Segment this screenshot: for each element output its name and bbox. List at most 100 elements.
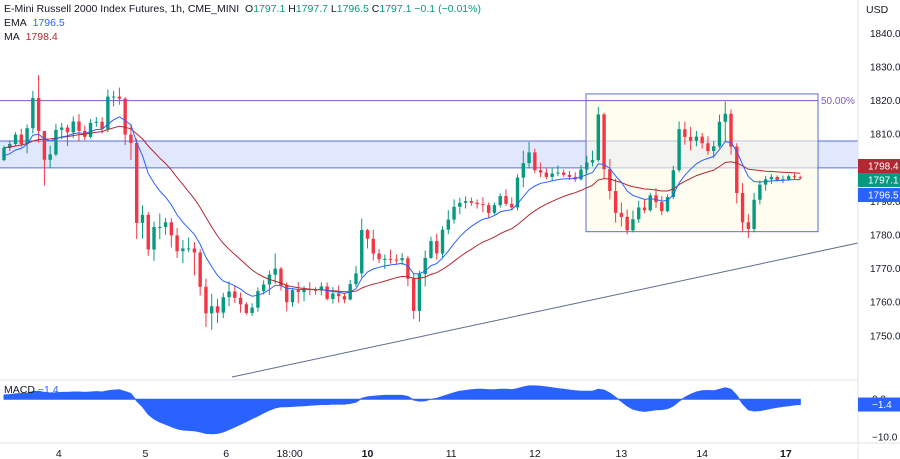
candle-body — [533, 152, 537, 171]
candle-body — [660, 202, 664, 212]
high-value: 1797.7 — [295, 3, 328, 15]
ma-label: MA — [4, 31, 20, 43]
trendline — [231, 242, 859, 378]
candle-body — [394, 259, 399, 261]
candle-body — [712, 146, 716, 152]
candle-body — [238, 297, 243, 305]
candle-body — [65, 127, 70, 133]
candle-body — [13, 134, 18, 144]
candle-body — [342, 296, 347, 300]
candle-body — [735, 146, 739, 194]
fibonacci-box — [585, 93, 819, 233]
macd-axis: 0.0−10.0−1.4 — [858, 395, 900, 444]
candle-body — [100, 121, 104, 129]
candle-body — [400, 258, 404, 261]
candle-body — [261, 284, 266, 292]
candle-body — [192, 248, 197, 253]
candle-body — [481, 204, 485, 206]
fib-box-rect — [585, 93, 819, 233]
price-tick-label: 1810.00 — [870, 130, 900, 141]
candle-body — [510, 203, 514, 208]
low-value: 1796.5 — [336, 3, 369, 15]
legend-ema-row[interactable]: EMA 1796.5 — [4, 16, 481, 30]
candle-body — [60, 127, 64, 130]
candle-body — [723, 113, 727, 122]
candle-body — [654, 195, 658, 203]
macd-label: MACD — [4, 384, 35, 396]
price-tick-label: 1770.00 — [870, 264, 900, 275]
candle-body — [360, 230, 364, 274]
candle-body — [758, 184, 762, 200]
candle-body — [129, 134, 133, 143]
candle-body — [227, 291, 231, 298]
candle-body — [608, 169, 612, 192]
candle-body — [146, 214, 150, 250]
close-label: C — [371, 3, 380, 15]
time-tick-label: 10 — [362, 448, 374, 459]
price-label-ema: 1796.5 — [868, 191, 899, 202]
candle-body — [302, 289, 306, 293]
price-tick-label: 1830.00 — [870, 63, 900, 74]
candle-body — [181, 248, 185, 252]
change-value: −0.1 (−0.01%) — [414, 3, 481, 15]
price-axis[interactable]: 1840.001830.001820.001810.001800.001790.… — [857, 0, 900, 459]
candle-body — [665, 197, 670, 212]
candle-body — [538, 170, 543, 173]
macd-last-label: −1.4 — [872, 400, 892, 411]
candle-body — [54, 129, 58, 155]
time-tick-label: 5 — [142, 448, 148, 459]
time-tick-label: 17 — [780, 448, 792, 459]
candle-body — [71, 121, 75, 133]
currency-label: USD — [866, 4, 889, 16]
candle-body — [221, 297, 225, 313]
price-label-last: 1797.1 — [868, 176, 899, 187]
candle-body — [544, 172, 549, 177]
candle-body — [527, 152, 531, 164]
candle-body — [250, 307, 254, 313]
candle-body — [671, 170, 676, 198]
candle-body — [677, 129, 681, 171]
time-tick-label: 14 — [696, 448, 708, 459]
price-tick-label: 1820.00 — [870, 96, 900, 107]
candle-body — [561, 172, 566, 175]
candle-body — [88, 122, 93, 137]
candle-body — [567, 174, 572, 177]
legend-ohlc-row: E-Mini Russell 2000 Index Futures, 1h, C… — [4, 2, 481, 16]
time-axis[interactable]: 4 5 6 18:00 10 11 12 13 14 17 — [0, 442, 900, 459]
candle-body — [313, 289, 318, 291]
open-label: O — [245, 3, 254, 15]
ema-line — [3, 116, 801, 297]
time-tick-label: 13 — [616, 448, 628, 459]
candle-body — [613, 191, 618, 213]
candle-body — [637, 207, 641, 220]
candle-body — [452, 206, 456, 220]
candle-body — [279, 268, 283, 286]
candle-body — [706, 143, 710, 152]
candle-body — [354, 273, 358, 285]
candle-body — [429, 241, 433, 258]
time-tick-label: 12 — [529, 448, 541, 459]
legend-ma-row[interactable]: MA 1798.4 — [4, 30, 481, 44]
macd-legend[interactable]: MACD −1.4 — [4, 384, 59, 396]
candle-body — [42, 130, 47, 160]
candle-body — [365, 230, 370, 239]
high-label: H — [288, 3, 296, 15]
macd-area — [3, 385, 801, 435]
price-tick-label: 1790.00 — [870, 197, 900, 208]
candle-body — [140, 214, 145, 223]
candle-body — [492, 205, 497, 213]
macd-histogram — [0, 379, 900, 435]
candle-body — [769, 176, 774, 180]
candle-body — [388, 258, 393, 260]
ema-label: EMA — [4, 17, 27, 29]
chart-legend: E-Mini Russell 2000 Index Futures, 1h, C… — [4, 2, 481, 44]
candle-body — [163, 222, 168, 227]
candle-body — [94, 121, 99, 123]
symbol-title[interactable]: E-Mini Russell 2000 Index Futures, 1h, C… — [4, 3, 240, 15]
candle-body — [383, 258, 387, 260]
price-label-bg — [858, 159, 900, 173]
candle-body — [377, 253, 381, 260]
time-tick-label: 6 — [223, 448, 229, 459]
candle-body — [458, 202, 462, 207]
